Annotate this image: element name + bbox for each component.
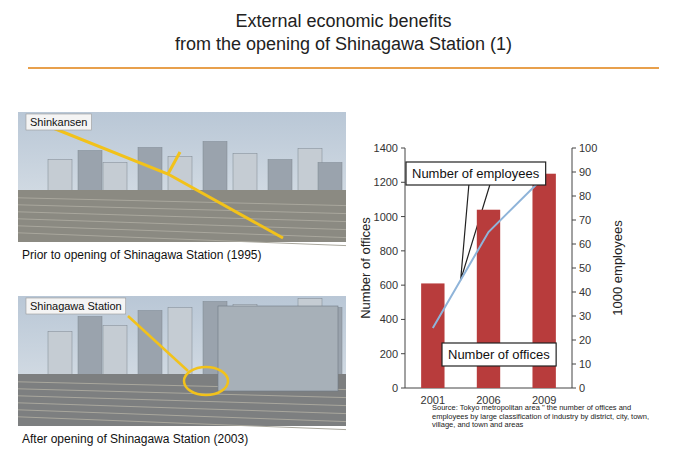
photo-label: Shinagawa Station (30, 300, 122, 312)
y2-tick (572, 316, 576, 317)
photo (18, 296, 346, 430)
y-axis (405, 148, 406, 388)
series-callout: Number of employees (412, 166, 540, 181)
title-rule (28, 67, 659, 69)
y-tick (401, 285, 405, 286)
y2-tick (572, 244, 576, 245)
y-tick (401, 319, 405, 320)
y2-tick-label: 20 (579, 334, 591, 346)
y2-tick (572, 148, 576, 149)
y2-tick (572, 388, 576, 389)
photo-caption: Prior to opening of Shinagawa Station (1… (22, 248, 262, 262)
y2-tick (572, 292, 576, 293)
y2-axis-title: 1000 employees (610, 220, 625, 316)
y2-tick-label: 100 (579, 142, 597, 154)
y2-tick-label: 40 (579, 286, 591, 298)
y-tick-label: 400 (380, 313, 398, 325)
line (433, 177, 544, 328)
y2-tick (572, 364, 576, 365)
y-tick (401, 182, 405, 183)
photo-label-box (26, 298, 126, 314)
y-tick-label: 800 (380, 245, 398, 257)
photo (18, 112, 346, 246)
y-tick-label: 1000 (374, 211, 398, 223)
y-tick-label: 600 (380, 279, 398, 291)
y-tick (401, 388, 405, 389)
y2-tick-label: 50 (579, 262, 591, 274)
slide: External economic benefits from the openi… (0, 0, 687, 462)
slide-title: from the opening of Shinagawa Station (1… (175, 34, 512, 54)
slide-title: External economic benefits (235, 11, 451, 31)
callout-box (406, 162, 546, 185)
series-callout: Number of offices (448, 347, 550, 362)
y-tick-label: 1200 (374, 176, 398, 188)
y2-tick (572, 268, 576, 269)
y2-tick-label: 90 (579, 166, 591, 178)
callout-box (442, 343, 556, 366)
y-tick (401, 148, 405, 149)
y-tick-label: 0 (392, 382, 398, 394)
y2-tick (572, 340, 576, 341)
y-tick-label: 1400 (374, 142, 398, 154)
y2-tick-label: 60 (579, 238, 591, 250)
y-tick (401, 216, 405, 217)
y-tick (401, 250, 405, 251)
y-axis-title: Number of offices (358, 217, 373, 319)
y-tick (401, 353, 405, 354)
bar (421, 283, 444, 388)
photo-label-box (26, 114, 92, 130)
y2-tick (572, 172, 576, 173)
plot-marks (421, 174, 556, 388)
source-note: Source: Tokyo metropolitan area " the nu… (432, 404, 668, 430)
y2-tick (572, 220, 576, 221)
y2-tick (572, 196, 576, 197)
y2-tick-label: 70 (579, 214, 591, 226)
photo-caption: After opening of Shinagawa Station (2003… (22, 432, 248, 446)
y-tick-label: 200 (380, 348, 398, 360)
y2-tick-label: 80 (579, 190, 591, 202)
y2-tick-label: 0 (579, 382, 585, 394)
chart: 0 200 400 600 800 1000 1200 1400 0 10 20 30 40 50 60 70… (358, 142, 625, 406)
y2-tick-label: 10 (579, 358, 591, 370)
y2-tick-label: 30 (579, 310, 591, 322)
photo-label: Shinkansen (30, 116, 88, 128)
